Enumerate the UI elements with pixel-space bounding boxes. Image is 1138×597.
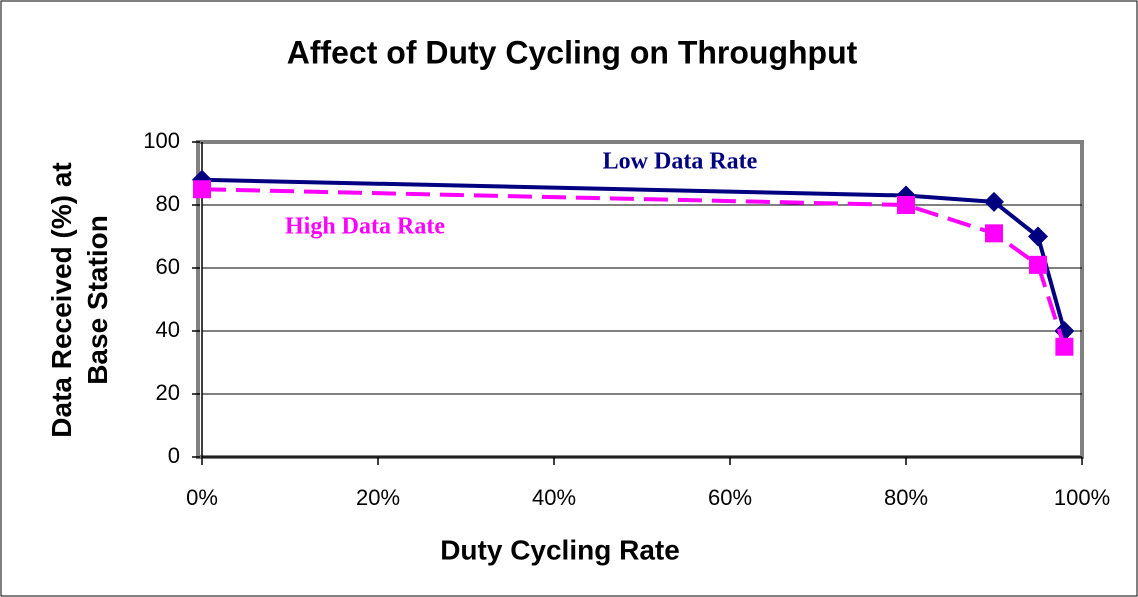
point <box>193 180 211 199</box>
y-tick-label: 40 <box>156 317 180 342</box>
x-tick-label: 40% <box>532 485 576 510</box>
point <box>985 224 1003 243</box>
x-tick-label: 20% <box>356 485 400 510</box>
x-axis-label: Duty Cycling Rate <box>440 534 680 565</box>
y-tick-label: 20 <box>156 380 180 405</box>
y-axis-label-line: Data Received (%) at <box>46 162 77 437</box>
x-tick-label: 60% <box>708 485 752 510</box>
point <box>897 196 915 214</box>
series-label: High Data Rate <box>285 214 445 240</box>
point <box>1055 337 1074 356</box>
series-label: Low Data Rate <box>603 149 758 175</box>
chart-title: Affect of Duty Cycling on Throughput <box>287 34 858 70</box>
x-tick-label: 100% <box>1054 485 1110 510</box>
point <box>1028 226 1048 247</box>
y-tick-label: 80 <box>156 191 180 216</box>
y-tick-label: 100 <box>143 128 180 153</box>
y-axis-label-line: Base Station <box>82 215 113 385</box>
x-tick-label: 0% <box>186 485 218 510</box>
y-axis-label: Data Received (%) at Base Station <box>46 162 113 437</box>
y-tick-label: 60 <box>156 254 180 279</box>
x-tick-label: 80% <box>884 485 928 510</box>
point <box>984 191 1004 212</box>
y-tick-label: 0 <box>168 443 180 468</box>
point <box>1029 255 1047 274</box>
